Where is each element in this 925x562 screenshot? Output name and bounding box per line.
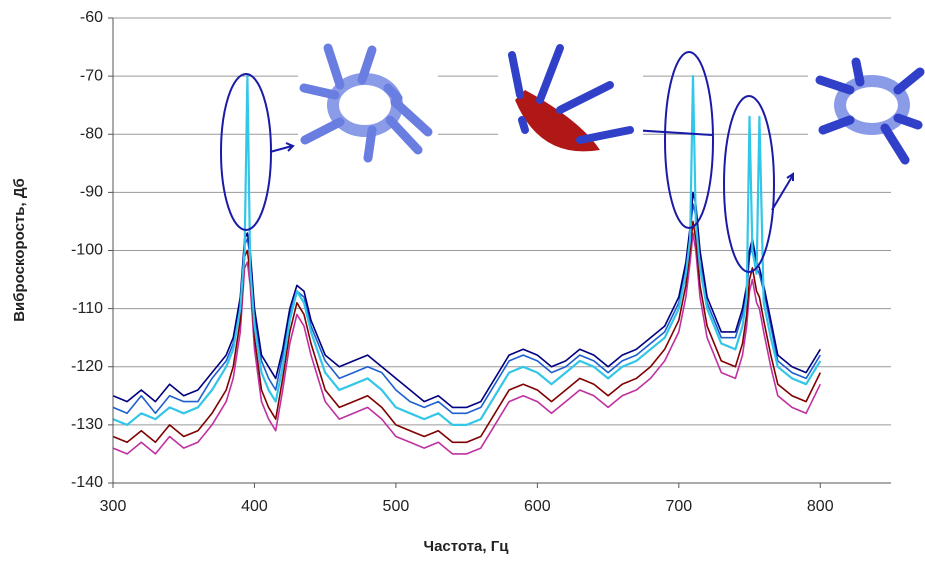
y-tick-label: -130 — [71, 416, 103, 433]
y-tick-label: -90 — [80, 184, 103, 201]
x-tick-label: 700 — [665, 498, 692, 515]
x-tick-label: 400 — [241, 498, 268, 515]
axes: -140 -130 -120 -110 -100 -90 -80 -70 -60 300 400 50… — [71, 9, 891, 515]
y-tick-label: -60 — [80, 9, 103, 26]
series-line — [113, 192, 820, 407]
arrow — [631, 126, 712, 135]
peak-ellipse — [665, 52, 713, 228]
x-tick-label: 300 — [100, 498, 127, 515]
x-tick-label: 500 — [383, 498, 410, 515]
plot-area — [113, 76, 820, 454]
mode-shape-inset — [298, 38, 925, 166]
x-tick-label: 600 — [524, 498, 551, 515]
x-axis-title: Частота, Гц — [424, 538, 510, 555]
y-tick-label: -120 — [71, 358, 103, 375]
y-tick-label: -100 — [71, 242, 103, 259]
y-tick-label: -80 — [80, 125, 103, 142]
y-axis-title: Виброскорость, Дб — [11, 178, 28, 322]
series-line — [113, 221, 820, 442]
arrow — [270, 143, 293, 152]
y-tick-label: -70 — [80, 67, 103, 84]
y-tick-label: -110 — [72, 300, 103, 317]
y-tick-label: -140 — [71, 474, 103, 491]
chart: -140 -130 -120 -110 -100 -90 -80 -70 -60 300 400 50… — [0, 0, 925, 562]
x-tick-label: 800 — [807, 498, 834, 515]
